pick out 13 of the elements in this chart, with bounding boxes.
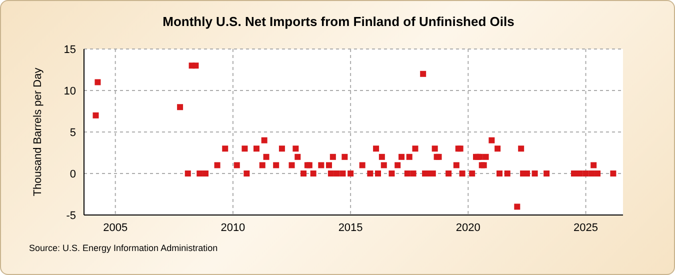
x-tick-label: 2020 <box>456 222 480 234</box>
y-tick-label: 5 <box>70 126 76 139</box>
x-tick-label: 2015 <box>338 222 363 234</box>
y-tick-label: 15 <box>64 44 76 56</box>
x-tick-label: 2010 <box>220 222 246 234</box>
chart-title: Monthly U.S. Net Imports from Finland of Unfinished Oils <box>162 14 516 29</box>
y-tick-label: 0 <box>70 168 76 180</box>
y-axis-title: Thousand Barrels per Day <box>32 68 44 196</box>
source-note: Source: U.S. Energy Information Administration <box>29 243 218 253</box>
y-tick-label: 10 <box>64 85 76 98</box>
x-tick-label: 2025 <box>574 222 598 234</box>
y-tick-label: -5 <box>66 210 76 222</box>
x-tick-label: 2005 <box>103 222 128 234</box>
